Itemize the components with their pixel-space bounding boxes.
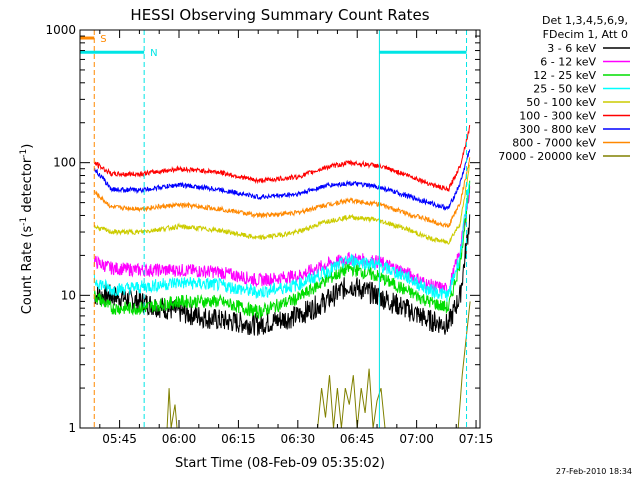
legend-label: 300 - 800 keV	[519, 123, 596, 136]
legend-label: 25 - 50 keV	[533, 83, 596, 96]
y-axis-label-sup1: -1	[19, 217, 29, 226]
interval-label: N	[150, 48, 157, 59]
legend-label: 50 - 100 keV	[526, 96, 596, 109]
legend-header-line-2: FDecim 1, Att 0	[543, 28, 628, 41]
plot-area: SN	[79, 30, 471, 429]
footer-timestamp: 27-Feb-2010 18:34	[556, 467, 632, 476]
legend-label: 6 - 12 keV	[540, 56, 596, 69]
x-tick-label: 06:45	[340, 432, 375, 446]
x-tick-label: 06:15	[221, 432, 256, 446]
series-line	[93, 149, 471, 211]
series-line	[93, 125, 471, 193]
y-axis-label-sup2: -1	[19, 149, 29, 158]
legend-label: 800 - 7000 keV	[512, 137, 596, 150]
series-line	[93, 180, 471, 320]
x-tick-label: 06:00	[162, 432, 197, 446]
x-axis: 05:45 06:00 06:15 06:30 06:45 07:00 07:15	[79, 30, 494, 446]
legend-label: 12 - 25 keV	[533, 69, 596, 82]
series-line	[93, 182, 471, 302]
series-line	[93, 157, 471, 229]
legend-header-line-1: Det 1,3,4,5,6,9,	[542, 14, 628, 27]
interval-label: S	[100, 34, 106, 45]
series-line	[93, 164, 471, 245]
y-axis-label: Count Rate (s-1 detector-1)	[19, 144, 35, 315]
legend-label: 3 - 6 keV	[547, 42, 596, 55]
plot-frame	[79, 29, 481, 429]
x-tick-label: 06:30	[281, 432, 316, 446]
y-tick-label: 1	[68, 421, 76, 435]
x-tick-label: 07:00	[399, 432, 434, 446]
legend-label: 100 - 300 keV	[519, 110, 596, 123]
series-line	[93, 214, 471, 336]
x-tick-label: 07:15	[459, 432, 494, 446]
y-axis-label-mid: detector	[20, 157, 35, 217]
y-tick-label: 10	[61, 288, 76, 302]
y-axis-label-end: )	[20, 144, 35, 149]
series-line	[93, 186, 471, 296]
legend: Det 1,3,4,5,6,9, FDecim 1, Att 0 3 - 6 k…	[498, 14, 630, 163]
x-axis-label: Start Time (08-Feb-09 05:35:02)	[175, 456, 385, 471]
legend-label: 7000 - 20000 keV	[498, 150, 596, 163]
y-axis-label-main: Count Rate (s	[20, 226, 35, 315]
chart-title: HESSI Observing Summary Count Rates	[130, 6, 429, 24]
y-tick-label: 1000	[45, 23, 76, 37]
series-line	[89, 301, 471, 429]
y-tick-label: 100	[53, 156, 76, 170]
y-axis: 1 10 100 1000	[45, 23, 480, 435]
x-tick-label: 05:45	[102, 432, 137, 446]
